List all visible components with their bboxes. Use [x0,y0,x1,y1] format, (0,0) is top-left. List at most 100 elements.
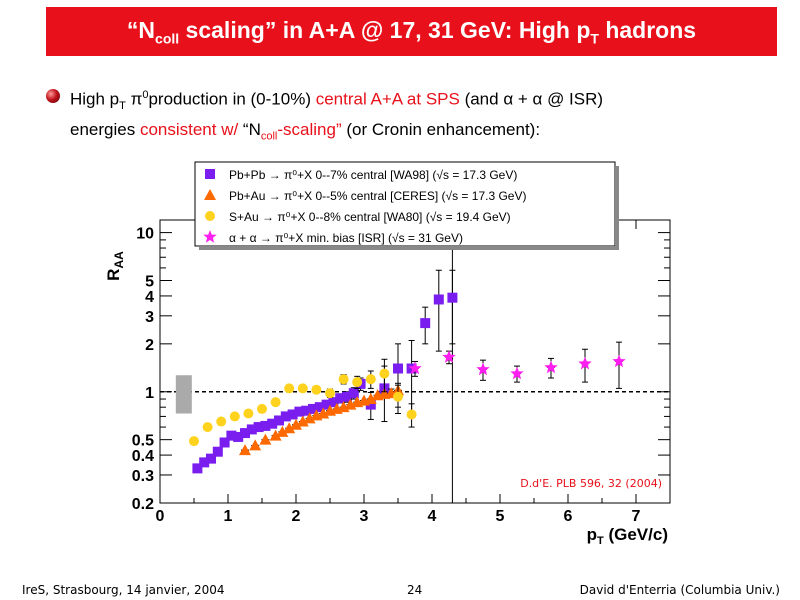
data-point [287,409,298,420]
data-point [199,457,210,468]
data-point [510,366,524,380]
data-point [335,393,346,404]
data-point [290,418,302,430]
data-point [246,424,257,435]
y-tick-label: 1 [145,385,154,402]
data-point [274,415,284,426]
data-point [317,407,330,419]
bullet-icon [46,89,60,103]
slide-title: “Ncoll scaling” in A+A @ 17, 31 GeV: Hig… [46,7,777,56]
data-point [280,411,291,422]
x-tick-label: 7 [632,508,641,525]
bullet-text: High pT π0production in (0-10%) central … [70,89,604,143]
data-point [205,169,215,179]
page-number: 24 [407,583,423,597]
x-tick-label: 2 [292,508,301,525]
y-tick-label: 0.3 [132,468,154,485]
data-point [219,437,230,448]
data-point [296,415,309,427]
title-text: “Ncoll scaling” in A+A @ 17, 31 GeV: Hig… [126,16,697,47]
data-point [325,388,335,399]
data-point [249,439,262,451]
data-point [420,318,431,329]
data-point [239,444,251,456]
data-point [544,360,558,374]
legend-entry: Pb+Pb → π⁰+X 0--7% central [WA98] (√s = … [229,168,517,182]
data-point [202,422,213,433]
data-point [303,412,316,424]
data-point [321,399,332,410]
data-point [301,405,312,416]
data-point [205,211,215,221]
data-point [276,425,289,437]
data-point [447,292,458,303]
y-tick-label: 10 [136,226,154,243]
data-point [269,429,282,441]
data-point [206,453,216,464]
data-point [294,406,305,417]
x-tick-label: 5 [496,508,505,525]
data-point [311,384,322,395]
data-point [226,430,237,441]
data-point [204,189,216,200]
data-point [203,230,217,243]
data-point [476,362,490,376]
data-point [352,377,363,388]
data-point [229,411,240,422]
legend-shadow-bottom [199,246,619,250]
x-tick-label: 0 [156,508,165,525]
x-tick-label: 3 [360,508,369,525]
footer-right: David d'Enterria (Columbia Univ.) [579,583,780,597]
legend-entry: Pb+Au → π⁰+X 0--5% central [CERES] (√s =… [229,189,526,203]
data-point [433,294,444,305]
y-tick-label: 5 [145,274,154,291]
data-point [233,431,244,442]
legend-shadow-right [615,166,619,250]
data-point [216,416,227,427]
data-point [283,422,296,434]
x-axis-label: pT (GeV/c) [587,525,668,547]
data-point [379,368,390,379]
data-point [297,383,308,394]
data-point [338,374,349,385]
x-tick-label: 4 [428,508,437,525]
data-point [284,383,295,394]
data-point [406,409,417,420]
data-point [342,391,352,402]
data-point [189,436,199,447]
data-point [408,361,422,375]
y-axis-label: RAA [104,251,126,281]
data-point [212,446,223,457]
x-tick-label: 1 [224,508,233,525]
legend-entry: S+Au → π⁰+X 0--8% central [WA80] (√s = 1… [229,210,511,224]
data-point [442,350,456,363]
data-point [314,402,325,413]
data-point [328,397,339,408]
footer-left: IreS, Strasbourg, 14 janvier, 2004 [22,583,225,597]
data-point [267,418,278,429]
source-annotation: D.d'E. PLB 596, 32 (2004) [520,477,662,490]
y-tick-label: 0.4 [132,448,154,465]
data-point [365,374,376,385]
legend-box [194,161,616,247]
legend-entry: α + α → π⁰+X min. bias [ISR] (√s = 31 Ge… [229,231,463,245]
normalization-box [175,375,192,414]
y-tick-label: 2 [145,337,154,354]
data-point [257,403,267,414]
data-point [259,433,272,445]
data-point [243,408,254,419]
data-point [270,397,281,408]
data-point [393,391,403,402]
y-tick-label: 4 [145,289,154,306]
data-point [253,422,264,433]
data-point [578,356,592,370]
data-point [240,428,250,439]
data-point [612,354,626,368]
x-tick-label: 6 [564,508,573,525]
data-point [308,403,318,414]
data-point [348,388,359,399]
data-point [393,363,403,374]
y-tick-label: 3 [145,309,154,326]
y-tick-label: 0.5 [132,433,154,450]
